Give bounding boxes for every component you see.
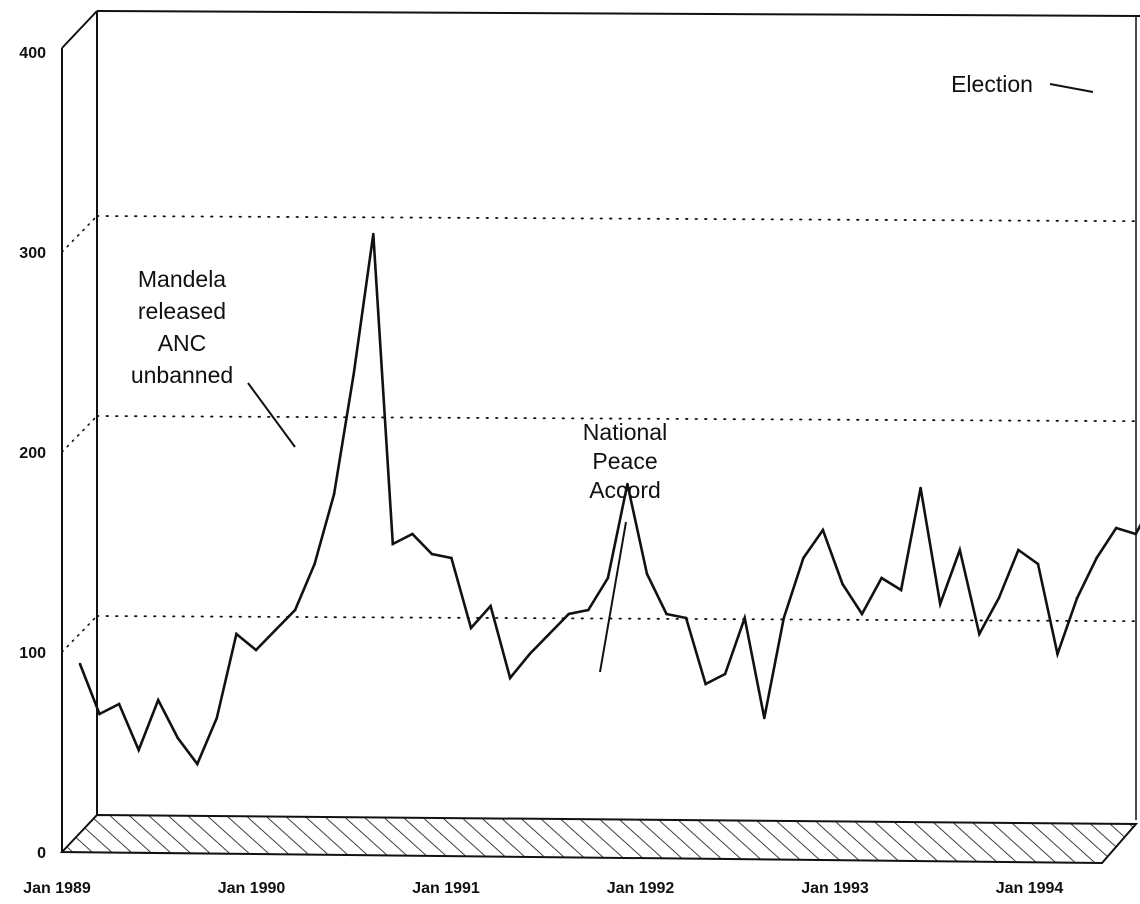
data-point: [645, 572, 649, 576]
data-point: [1095, 556, 1098, 560]
gridline-100: [61, 615, 1137, 653]
data-point: [743, 616, 746, 620]
data-point: [391, 542, 395, 546]
data-point: [489, 604, 492, 608]
data-point: [567, 612, 571, 616]
data-point: [352, 372, 356, 376]
series-line: [78, 233, 1140, 767]
y-tick-label: 300: [19, 245, 46, 262]
data-point: [430, 552, 434, 556]
data-point: [626, 482, 629, 486]
data-point: [1114, 526, 1118, 530]
x-tick-label: Jan 1992: [607, 880, 675, 897]
data-point: [274, 628, 277, 632]
data-point: [880, 576, 883, 580]
x-tick-label: Jan 1989: [23, 880, 91, 897]
gridlines: [61, 215, 1137, 653]
data-point: [821, 528, 825, 532]
annotation-leader-line: [599, 521, 627, 673]
data-point: [938, 602, 942, 606]
annotation-text: Accord: [589, 477, 661, 503]
annotation: National Peace Accord: [583, 419, 667, 673]
x-tick-label: Jan 1994: [996, 880, 1064, 897]
data-point: [372, 232, 375, 236]
data-point: [899, 588, 903, 592]
data-point: [450, 556, 453, 560]
data-point: [235, 632, 238, 636]
data-point: [782, 616, 786, 620]
data-point: [156, 698, 160, 702]
annotation: Election: [951, 71, 1094, 97]
x-axis-ticks: Jan 1989 Jan 1990 Jan 1991 Jan 1992 Jan 1993…: [23, 880, 1063, 897]
x-tick-label: Jan 1991: [412, 880, 480, 897]
data-point: [332, 492, 336, 496]
side-wall-top-edge: [61, 10, 98, 49]
data-point: [1075, 596, 1079, 600]
data-point: [469, 626, 473, 630]
data-point: [528, 652, 531, 656]
data-point: [958, 548, 962, 552]
gridline-200: [61, 415, 1137, 453]
data-point: [606, 576, 610, 580]
x-tick-label: Jan 1993: [801, 880, 869, 897]
data-point: [215, 716, 219, 720]
data-point: [196, 762, 199, 766]
data-point: [254, 648, 258, 652]
data-point: [313, 562, 316, 566]
y-axis-ticks: 0 100 200 300 400: [19, 45, 46, 862]
y-tick-label: 200: [19, 445, 46, 462]
hatched-floor: [59, 813, 1139, 865]
annotation-text: ANC: [158, 330, 207, 356]
data-point: [723, 672, 727, 676]
data-point: [684, 616, 688, 620]
annotation-text: Election: [951, 71, 1033, 97]
annotation-text: unbanned: [131, 362, 233, 388]
data-point: [802, 556, 805, 560]
data-point: [665, 612, 668, 616]
data-point: [176, 736, 180, 740]
annotation-leader-line: [1049, 83, 1094, 93]
data-point: [763, 716, 766, 720]
back-panel-top-edge: [96, 10, 1140, 17]
annotations: Mandela released ANC unbanned National Peace A…: [131, 71, 1094, 673]
annotation-leader-line: [247, 382, 296, 448]
annotation-text: National: [583, 419, 667, 445]
annotation-text: Peace: [592, 448, 657, 474]
data-point: [997, 596, 1001, 600]
annotation-text: Mandela: [138, 266, 226, 292]
data-point: [293, 608, 297, 612]
data-point: [117, 702, 121, 706]
data-point: [508, 676, 512, 680]
y-tick-label: 400: [19, 45, 46, 62]
data-point: [78, 662, 82, 666]
annotation: Mandela released ANC unbanned: [131, 266, 296, 448]
data-point: [704, 682, 707, 686]
y-tick-label: 0: [37, 845, 46, 862]
data-point: [841, 582, 844, 586]
data-point: [1056, 652, 1059, 656]
series-layer: [78, 232, 1140, 767]
x-tick-label: Jan 1990: [218, 880, 286, 897]
data-point: [978, 632, 981, 636]
data-point: [547, 632, 551, 636]
data-point: [1134, 532, 1137, 536]
data-point: [98, 712, 101, 716]
data-point: [1017, 548, 1020, 552]
y-tick-label: 100: [19, 645, 46, 662]
data-point: [411, 532, 414, 536]
data-point: [1036, 562, 1040, 566]
annotation-text: released: [138, 298, 226, 324]
gridline-300: [61, 215, 1137, 253]
data-point: [137, 748, 140, 752]
data-point: [860, 612, 864, 616]
data-point: [587, 608, 590, 612]
data-point: [919, 486, 922, 490]
